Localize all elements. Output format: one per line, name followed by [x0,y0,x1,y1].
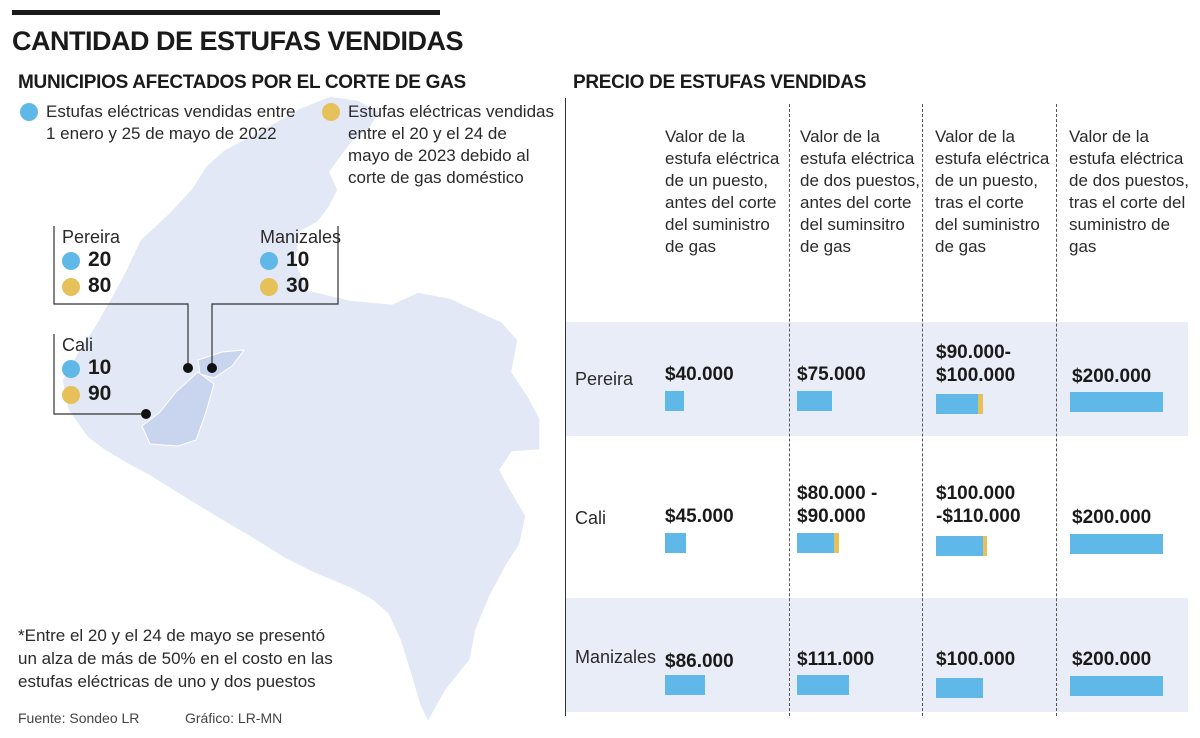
city-marker-pereira [183,363,193,373]
price-bar [665,391,684,411]
city-value-2023: 80 [88,274,112,297]
legend-label-2023: Estufas eléctricas vendidas entre el 20 … [348,102,554,187]
price-bar [665,533,686,553]
price-label: $90.000- $100.000 [936,342,1016,386]
table-left-rule [565,98,566,716]
price-bar-base [797,675,849,695]
price-bar-base [936,536,983,556]
dot-2023 [62,278,80,296]
price-label: $200.000 [1072,649,1152,670]
city-marker-cali [141,409,151,419]
page-title: CANTIDAD DE ESTUFAS VENDIDAS [12,26,464,56]
price-bar-base [1070,392,1163,412]
column-header: Valor de la estufa eléctrica de un puest… [935,127,1050,256]
city-value-2022: 20 [88,248,112,271]
city-marker-manizales [207,363,217,373]
price-bar-range [834,533,839,553]
price-bar-base [665,533,686,553]
price-bar-range [978,394,983,414]
price-label: $45.000 [665,506,734,527]
legend-item-2022: Estufas eléctricas vendidas entre 1 ener… [20,101,295,145]
legend-label-2022: Estufas eléctricas vendidas entre 1 ener… [46,102,296,143]
price-bar [1070,392,1163,412]
map-region-cali [141,371,215,447]
price-bar [936,394,983,414]
price-label: $75.000 [797,364,866,385]
price-label: $111.000 [797,649,875,670]
price-bar-base [665,391,684,411]
map-shape [61,95,541,724]
graphic-credit: Gráfico: LR-MN [185,710,283,726]
price-label: $100.000 [936,649,1016,670]
city-value-2022: 10 [286,248,310,271]
city-value-2023: 90 [88,382,112,405]
price-label: $200.000 [1072,366,1152,387]
city-value-2023: 30 [286,274,310,297]
price-label: $40.000 [665,364,734,385]
dot-2022 [62,360,80,378]
row-label: Pereira [575,369,634,389]
column-divider [789,104,790,716]
price-bar-base [936,394,978,414]
row-label: Cali [575,508,607,528]
city-box-pereira: Pereira 20 80 [54,226,120,300]
dot-2023 [260,278,278,296]
price-bar-base [936,678,983,698]
price-bar-base [665,675,705,695]
city-value-2022: 10 [88,356,112,379]
city-box-manizales: Manizales 10 30 [252,226,341,300]
row-label: Manizales [575,647,657,667]
title-rule [12,10,440,15]
price-bar-base [797,391,832,411]
column-header: Valor de la estufa eléctrica de dos pues… [1069,127,1190,256]
leader-pereira [53,226,189,368]
column-header: Valor de la estufa eléctrica de dos pues… [800,127,921,256]
leader-cali [53,334,146,415]
column-divider [1056,104,1057,716]
price-bar [936,536,987,556]
city-name: Cali [62,335,94,355]
map-subtitle: MUNICIPIOS AFECTADOS POR EL CORTE DE GAS [18,72,466,93]
price-bar-base [797,533,834,553]
dot-2023 [62,386,80,404]
dot-2022 [62,252,80,270]
legend-dot-gold [322,103,340,121]
price-label: $100.000 -$110.000 [936,483,1021,527]
dot-2022 [260,252,278,270]
legend-item-2023: Estufas eléctricas vendidas entre el 20 … [322,101,554,189]
legend-dot-blue [20,103,38,121]
price-bar [797,533,839,553]
price-label: $80.000 - $90.000 [797,483,878,527]
price-bar [665,675,705,695]
colombia-map [53,95,541,724]
price-label: $86.000 [665,651,734,672]
price-bar [1070,676,1163,696]
price-bar [936,678,983,698]
city-name: Manizales [260,227,342,247]
source-credit: Fuente: Sondeo LR [18,710,140,726]
leader-manizales [211,226,339,368]
city-name: Pereira [62,227,121,247]
price-bar [1070,534,1163,554]
city-box-cali: Cali 10 90 [54,334,111,408]
price-bar [797,675,849,695]
price-bar-base [1070,534,1163,554]
footnote: *Entre el 20 y el 24 de mayo se presentó… [18,626,333,691]
price-label: $200.000 [1072,507,1152,528]
price-bar-range [983,536,987,556]
column-divider [922,104,923,716]
price-bar [797,391,832,411]
table-subtitle: PRECIO DE ESTUFAS VENDIDAS [573,72,867,93]
row-band-pereira [566,322,1188,436]
price-bar-base [1070,676,1163,696]
column-header: Valor de la estufa eléctrica de un puest… [665,127,780,256]
